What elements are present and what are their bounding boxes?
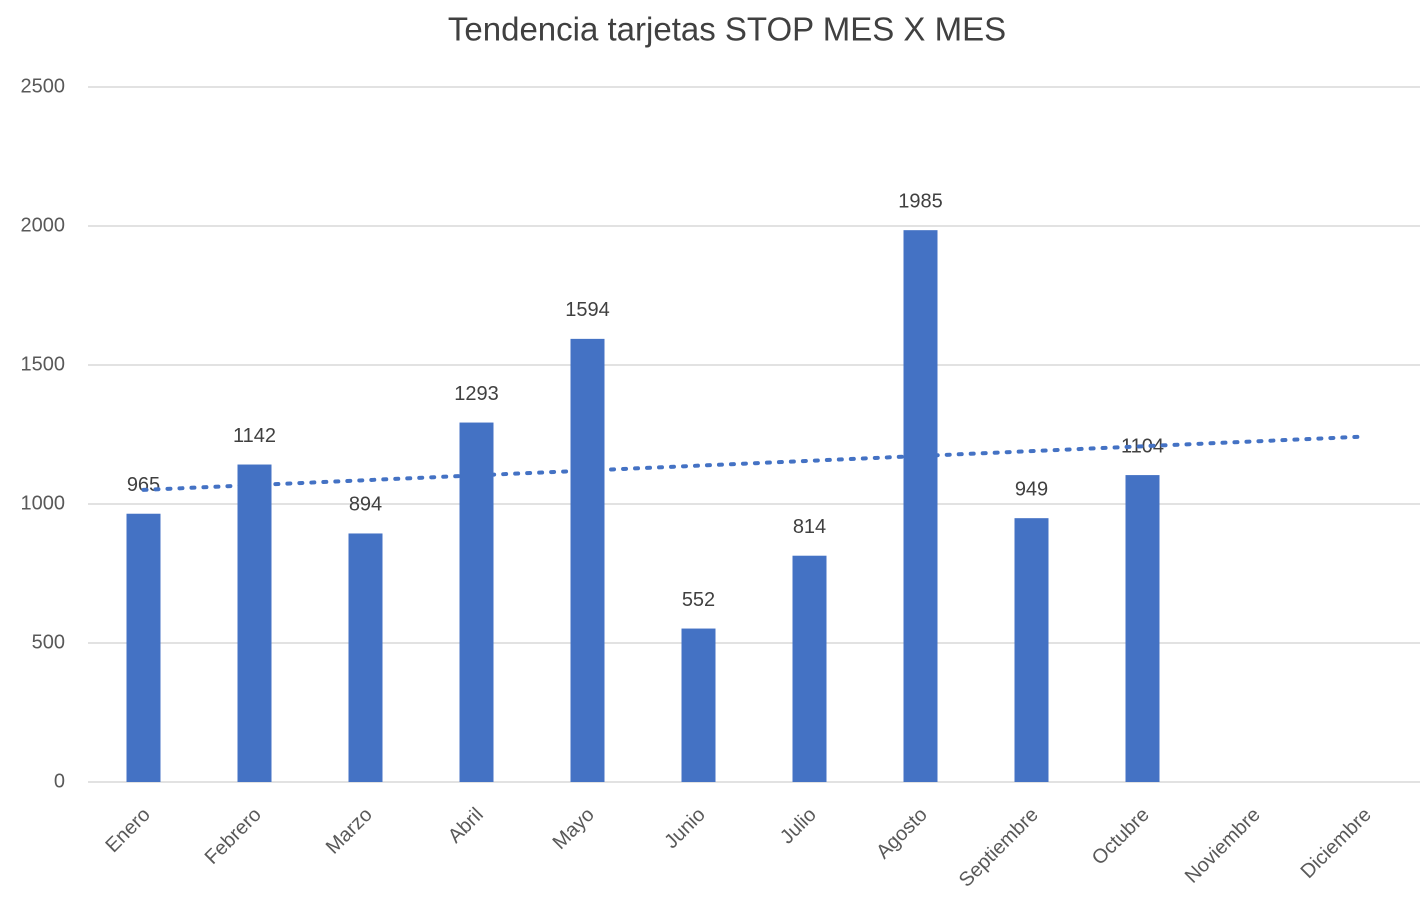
data-label: 949	[1015, 478, 1048, 500]
bar	[126, 513, 161, 782]
bar	[1125, 475, 1160, 782]
data-label: 894	[349, 494, 382, 516]
y-tick-label: 2000	[21, 214, 66, 236]
trendline	[141, 434, 1367, 492]
bar	[903, 230, 938, 783]
bar	[459, 422, 494, 782]
bar	[1014, 518, 1049, 782]
data-label: 1293	[454, 383, 499, 405]
y-tick-label: 2500	[21, 75, 66, 97]
bar	[570, 338, 605, 782]
bar	[681, 628, 716, 782]
y-tick-label: 500	[32, 631, 65, 653]
data-label: 814	[793, 516, 826, 538]
bar	[348, 533, 383, 782]
bar	[792, 555, 827, 782]
data-label: 1142	[233, 425, 276, 447]
data-label: 1594	[565, 299, 610, 321]
bar	[237, 464, 272, 782]
y-tick-label: 0	[54, 770, 65, 792]
data-label: 1985	[898, 190, 943, 212]
chart-title: Tendencia tarjetas STOP MES X MES	[448, 11, 1006, 48]
y-tick-label: 1500	[21, 353, 66, 375]
data-label: 552	[682, 589, 715, 611]
data-label: 965	[127, 474, 160, 496]
y-tick-label: 1000	[21, 492, 66, 514]
